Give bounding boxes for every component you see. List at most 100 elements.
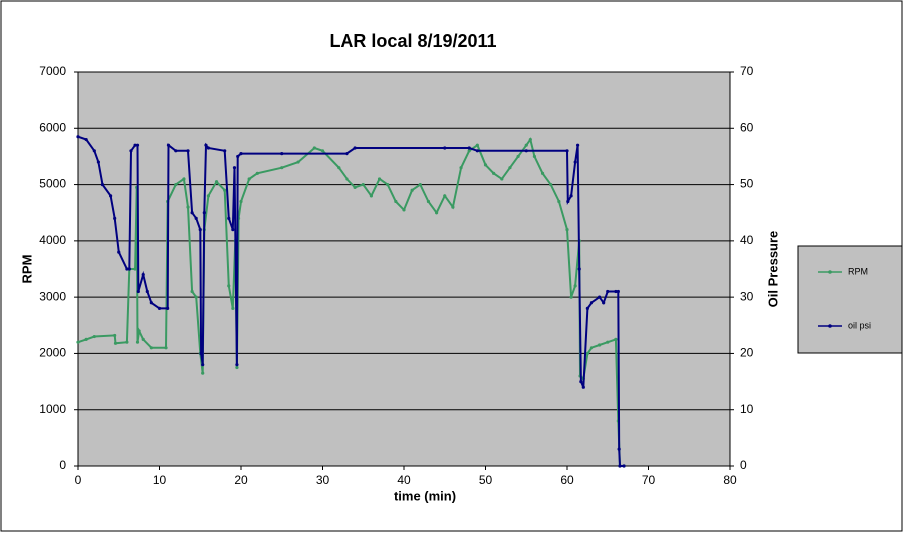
data-point bbox=[579, 379, 583, 384]
data-point bbox=[569, 194, 573, 198]
data-point bbox=[516, 154, 520, 159]
data-point bbox=[589, 346, 594, 350]
data-point bbox=[117, 250, 121, 254]
data-point bbox=[113, 333, 117, 338]
x-tick-label: 80 bbox=[723, 473, 737, 487]
data-point bbox=[361, 182, 365, 187]
data-point bbox=[524, 149, 528, 153]
data-point bbox=[96, 160, 100, 164]
data-point bbox=[528, 137, 532, 142]
y2-tick-label: 40 bbox=[740, 233, 754, 247]
data-point bbox=[231, 306, 235, 310]
data-point bbox=[92, 149, 96, 153]
x-tick-label: 0 bbox=[75, 473, 82, 487]
data-point bbox=[573, 160, 577, 164]
data-point bbox=[585, 306, 589, 310]
data-point bbox=[475, 149, 479, 153]
data-point bbox=[483, 163, 488, 167]
data-point bbox=[166, 143, 171, 147]
data-point bbox=[190, 289, 194, 294]
data-point bbox=[467, 146, 471, 150]
legend-marker bbox=[828, 324, 832, 328]
data-point bbox=[426, 199, 431, 204]
x-tick-label: 70 bbox=[642, 473, 656, 487]
y-tick-label: 3000 bbox=[39, 289, 66, 303]
x-tick-label: 50 bbox=[479, 473, 493, 487]
y2-tick-label: 60 bbox=[740, 120, 754, 134]
data-point bbox=[589, 301, 594, 305]
plot-area bbox=[77, 71, 731, 467]
data-point bbox=[418, 182, 422, 187]
data-point bbox=[577, 267, 581, 271]
data-point bbox=[141, 337, 145, 341]
data-point bbox=[353, 185, 357, 189]
data-point bbox=[227, 284, 231, 288]
data-point bbox=[137, 329, 141, 333]
data-point bbox=[76, 135, 80, 139]
data-point bbox=[475, 143, 479, 147]
data-point bbox=[141, 273, 145, 277]
data-point bbox=[239, 199, 243, 204]
data-point bbox=[174, 182, 178, 187]
data-point bbox=[565, 228, 569, 232]
data-point bbox=[500, 177, 504, 181]
data-point bbox=[198, 228, 202, 232]
data-point bbox=[565, 149, 569, 153]
data-point bbox=[149, 346, 153, 350]
x-axis-title: time (min) bbox=[394, 488, 456, 503]
x-tick-label: 60 bbox=[560, 473, 574, 487]
data-point bbox=[125, 340, 129, 344]
data-point bbox=[202, 211, 206, 215]
data-point bbox=[199, 351, 203, 356]
data-point bbox=[194, 295, 198, 299]
data-point bbox=[622, 464, 626, 468]
data-point bbox=[575, 143, 580, 147]
y2-tick-label: 10 bbox=[740, 402, 754, 416]
data-point bbox=[76, 340, 80, 344]
data-point bbox=[410, 188, 414, 192]
data-point bbox=[214, 180, 219, 184]
data-point bbox=[223, 149, 227, 153]
legend-marker bbox=[828, 270, 832, 274]
data-point bbox=[133, 267, 137, 271]
data-point bbox=[566, 199, 570, 204]
data-point bbox=[353, 146, 357, 150]
data-point bbox=[443, 194, 447, 198]
data-point bbox=[84, 337, 88, 341]
y-tick-label: 1000 bbox=[39, 402, 66, 416]
data-point bbox=[194, 216, 198, 220]
data-point bbox=[92, 334, 96, 339]
data-point bbox=[235, 363, 239, 367]
data-point bbox=[127, 267, 131, 271]
chart-title: LAR local 8/19/2011 bbox=[329, 31, 496, 51]
data-point bbox=[223, 188, 227, 192]
data-point bbox=[540, 171, 545, 175]
data-point bbox=[532, 154, 537, 159]
y2-tick-label: 0 bbox=[740, 458, 747, 472]
legend-label: oil psi bbox=[848, 320, 871, 330]
data-point bbox=[182, 177, 186, 181]
data-point bbox=[606, 289, 610, 294]
data-point bbox=[125, 267, 129, 271]
data-point bbox=[201, 371, 205, 375]
data-point bbox=[255, 171, 259, 175]
data-point bbox=[133, 143, 137, 147]
legend bbox=[797, 245, 903, 354]
y2-tick-label: 70 bbox=[740, 64, 754, 78]
y-tick-label: 7000 bbox=[39, 64, 66, 78]
data-point bbox=[618, 464, 622, 468]
data-point bbox=[174, 149, 178, 153]
data-point bbox=[402, 208, 406, 212]
data-point bbox=[467, 149, 471, 153]
data-point bbox=[492, 171, 496, 175]
data-point bbox=[443, 146, 447, 150]
data-point bbox=[569, 295, 573, 299]
data-point bbox=[602, 301, 606, 305]
data-point bbox=[204, 143, 208, 147]
y2-tick-label: 20 bbox=[740, 346, 754, 360]
data-point bbox=[394, 199, 398, 204]
y2-axis-title: Oil Pressure bbox=[765, 231, 780, 308]
data-point bbox=[190, 211, 194, 215]
data-point bbox=[296, 160, 300, 164]
data-point bbox=[549, 182, 553, 187]
